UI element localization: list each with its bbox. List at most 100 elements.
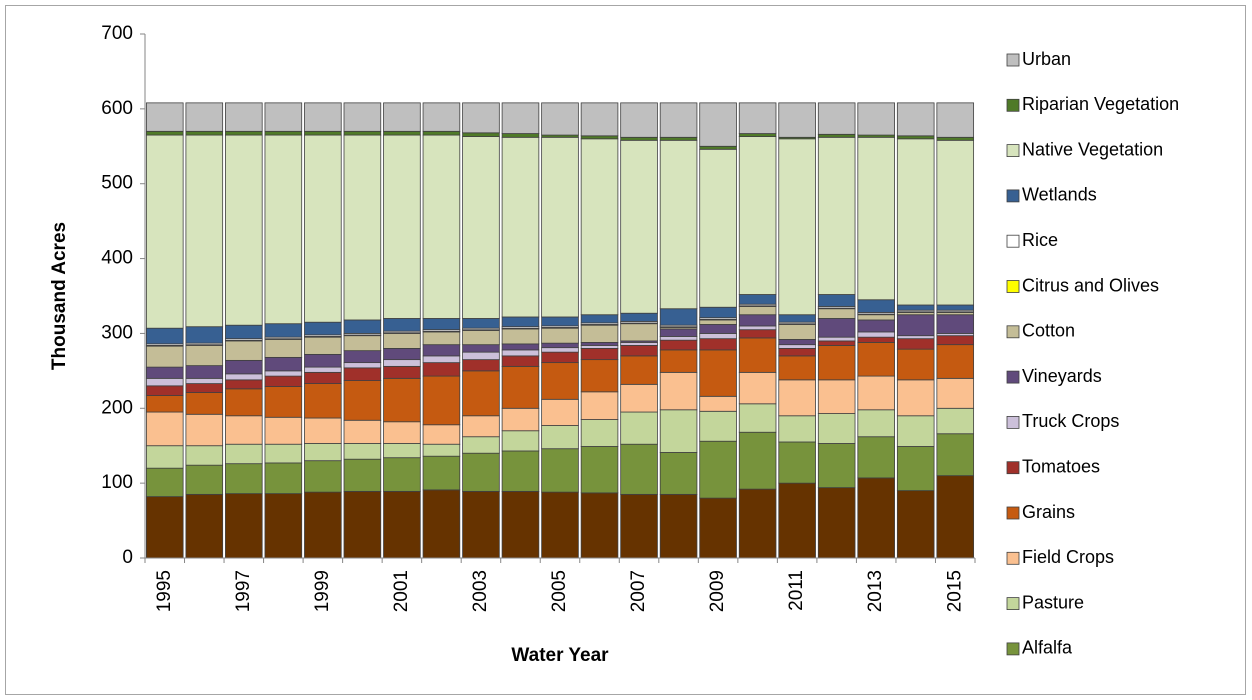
- bar-segment: [699, 319, 737, 325]
- bar-segment: [225, 443, 263, 465]
- bar-segment: [659, 493, 698, 559]
- y-tick-label: 0: [122, 547, 133, 568]
- bar-segment: [620, 493, 658, 559]
- legend-swatch: [1006, 280, 1020, 293]
- bar-segment: [145, 134, 184, 329]
- bar-segment: [699, 324, 737, 334]
- bar-segment: [185, 445, 224, 466]
- bar-segment: [225, 379, 263, 390]
- bar-segment: [462, 415, 500, 438]
- bar-segment: [145, 467, 184, 498]
- bar-segment: [580, 102, 619, 137]
- bar-segment: [225, 340, 263, 361]
- bar-segment: [343, 319, 382, 334]
- bar-segment: [462, 102, 500, 134]
- bar-segment: [264, 323, 303, 338]
- legend-label: Wetlands: [1022, 185, 1097, 205]
- bar-segment: [343, 350, 382, 364]
- bar-segment: [857, 409, 895, 438]
- bar-segment: [422, 424, 461, 445]
- bar-segment: [857, 299, 895, 313]
- bar-segment: [185, 383, 224, 393]
- bar-segment: [817, 136, 856, 295]
- bar-segment: [501, 102, 540, 134]
- y-tick-label: 700: [101, 23, 133, 44]
- legend-swatch: [1006, 98, 1020, 112]
- bar-segment: [778, 379, 816, 417]
- bar-segment: [343, 362, 382, 369]
- bar-segment: [541, 351, 579, 364]
- bar-segment: [462, 132, 500, 137]
- bar-segment: [817, 443, 856, 489]
- bar-segment: [857, 102, 895, 136]
- bar-segment: [896, 135, 935, 140]
- bar-segment: [462, 359, 500, 372]
- bar-segment: [264, 375, 303, 387]
- bar-segment: [580, 135, 619, 140]
- legend-swatch: [1006, 189, 1020, 203]
- bar-segment: [699, 148, 737, 308]
- bar-segment: [343, 458, 382, 492]
- y-tick-label: 200: [101, 397, 133, 418]
- bar-segment: [580, 342, 619, 346]
- y-tick-label: 600: [101, 98, 133, 119]
- bar-segment: [738, 325, 777, 331]
- bar-segment: [659, 308, 698, 326]
- bar-segment: [145, 411, 184, 447]
- y-tick-label: 400: [101, 248, 133, 269]
- bar-segment: [185, 365, 224, 379]
- legend-swatch: [1006, 234, 1020, 248]
- bar-segment: [896, 314, 935, 337]
- bar-segment: [580, 446, 619, 494]
- bar-segment: [225, 373, 263, 381]
- bar-segment: [422, 489, 461, 559]
- bar-segment: [264, 386, 303, 418]
- bar-segment: [304, 134, 342, 323]
- bar-segment: [620, 312, 658, 322]
- bar-segment: [264, 102, 303, 132]
- bar-segment: [857, 375, 895, 411]
- bar-segment: [225, 102, 263, 132]
- bar-segment: [501, 365, 540, 409]
- bar-segment: [936, 475, 975, 559]
- bar-segment: [383, 134, 421, 319]
- legend-swatch: [1006, 551, 1020, 565]
- bar-segment: [185, 134, 224, 328]
- legend-swatch: [1006, 597, 1020, 610]
- bar-segment: [738, 371, 777, 405]
- bar-segment: [383, 318, 421, 332]
- bar-segment: [659, 136, 698, 141]
- bar-segment: [501, 133, 540, 138]
- bar-segment: [541, 425, 579, 450]
- bar-segment: [896, 490, 935, 559]
- bar-segment: [699, 333, 737, 340]
- bar-segment: [936, 139, 975, 306]
- bar-segment: [383, 377, 421, 423]
- bar-segment: [422, 102, 461, 132]
- legend-label: Field Crops: [1022, 547, 1114, 567]
- bar-segment: [896, 338, 935, 350]
- bar-segment: [817, 340, 856, 346]
- bar-segment: [620, 342, 658, 346]
- bar-segment: [936, 102, 975, 138]
- bar-segment: [857, 477, 895, 559]
- bar-segment: [145, 385, 184, 396]
- bar-segment: [778, 355, 816, 381]
- bar-segment: [145, 327, 184, 345]
- bar-segment: [343, 134, 382, 321]
- bar-segment: [145, 445, 184, 469]
- bar-segment: [383, 457, 421, 492]
- bar-segment: [817, 487, 856, 559]
- bar-segment: [185, 464, 224, 495]
- x-tick-label: 2015: [944, 570, 965, 612]
- bar-segment: [383, 359, 421, 367]
- bar-segment: [304, 366, 342, 373]
- bar-segment: [185, 102, 224, 132]
- bar-segment: [383, 490, 421, 559]
- bar-segment: [541, 316, 579, 327]
- bar-segment: [145, 496, 184, 559]
- bar-segment: [501, 328, 540, 345]
- bar-segment: [462, 136, 500, 319]
- x-tick-label: 2005: [549, 570, 570, 612]
- bar-segment: [738, 314, 777, 327]
